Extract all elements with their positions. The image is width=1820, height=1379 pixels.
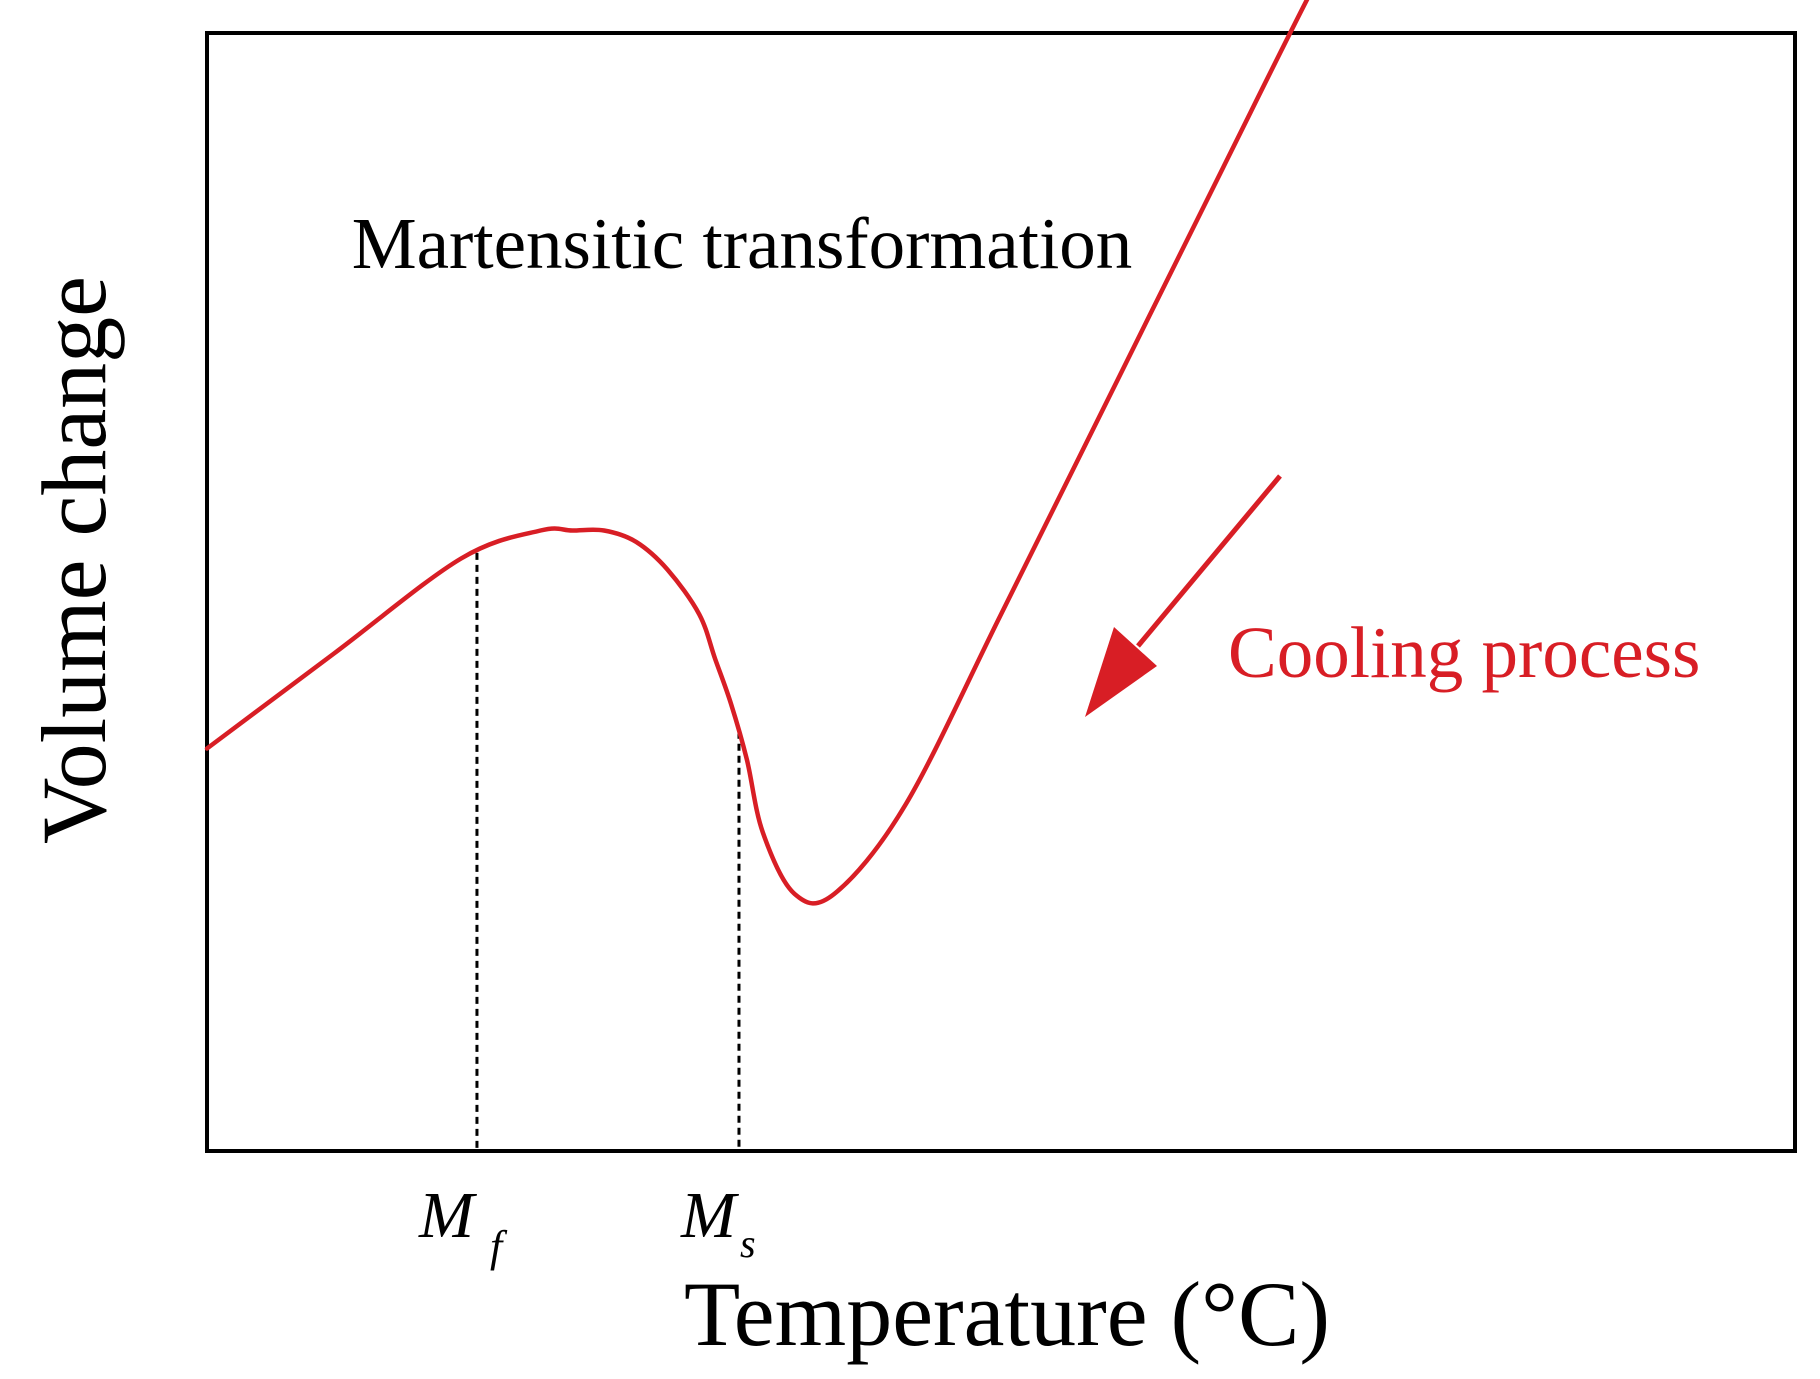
cooling-arrow-shaft — [1136, 474, 1282, 648]
series-line-volume-change — [204, 0, 1310, 906]
tick-label-mf-letter: M — [418, 1179, 478, 1252]
y-axis-label: Volume change — [23, 276, 125, 844]
tick-label-ms-subscript: s — [740, 1221, 756, 1266]
plot-frame — [205, 31, 1797, 1153]
cooling-process-label: Cooling process — [1228, 612, 1700, 693]
reference-lines — [475, 552, 741, 1151]
x-axis-label: Temperature (°C) — [684, 1263, 1330, 1365]
cooling-arrow — [1085, 474, 1282, 717]
cooling-arrow-head — [1085, 627, 1157, 717]
tick-label-ms-letter: M — [680, 1179, 740, 1252]
chart-title: Martensitic transformation — [352, 203, 1132, 284]
